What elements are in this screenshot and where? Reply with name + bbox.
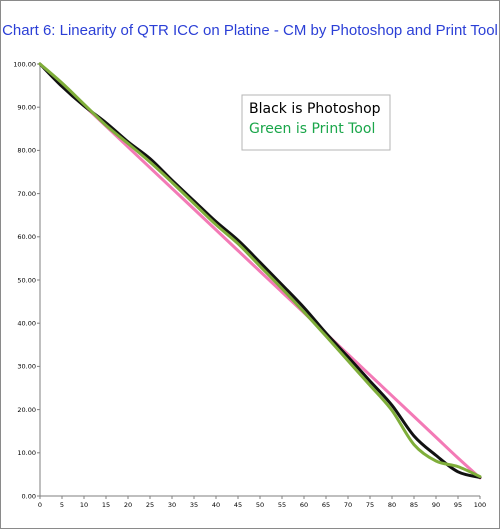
y-tick-label: 40.00 [17,320,36,328]
x-tick-label: 95 [454,501,462,509]
legend: Black is Photoshop Green is Print Tool [241,94,391,151]
x-tick-label: 90 [432,501,440,509]
y-tick-label: 20.00 [17,406,36,414]
y-tick-label: 100.00 [13,60,36,68]
y-tick-label: 60.00 [17,233,36,241]
x-tick-label: 50 [256,501,264,509]
legend-entry-photoshop: Black is Photoshop [249,101,381,117]
x-tick-label: 25 [146,501,154,509]
x-tick-label: 80 [388,501,396,509]
y-tick-label: 90.00 [17,104,36,112]
legend-box [241,94,391,151]
x-tick-label: 100 [474,501,486,509]
x-tick-label: 0 [38,501,42,509]
chart-title: Chart 6: Linearity of QTR ICC on Platine… [2,22,498,39]
legend-entry-print-tool: Green is Print Tool [249,121,375,137]
x-tick-label: 75 [366,501,374,509]
series-line-print-tool [38,62,482,479]
x-tick-label: 20 [124,501,132,509]
y-tick-label: 50.00 [17,276,36,284]
x-tick-label: 45 [234,501,242,509]
x-tick-label: 35 [190,501,198,509]
x-tick-label: 10 [80,501,88,509]
y-tick-label: 10.00 [17,449,36,457]
y-tick-label: 0.00 [22,492,36,500]
x-tick-label: 85 [410,501,418,509]
y-tick-label: 30.00 [17,363,36,371]
series-lines [38,62,482,480]
x-tick-label: 70 [344,501,352,509]
series-line-photoshop [38,62,482,479]
x-tick-label: 5 [60,501,64,509]
y-tick-label: 80.00 [17,147,36,155]
x-tick-label: 65 [322,501,330,509]
x-tick-label: 30 [168,501,176,509]
x-tick-label: 55 [278,501,286,509]
x-tick-label: 15 [102,501,110,509]
y-axis-ticks: 0.00 10.00 20.00 30.00 40.00 50.00 60.00 70.00 8… [13,60,40,500]
x-tick-label: 60 [300,501,308,509]
x-tick-label: 40 [212,501,220,509]
x-axis-ticks: 0 5 10 15 20 25 30 35 40 45 50 55 60 65 70 75 80 85 90 95 10… [38,496,486,509]
y-tick-label: 70.00 [17,190,36,198]
